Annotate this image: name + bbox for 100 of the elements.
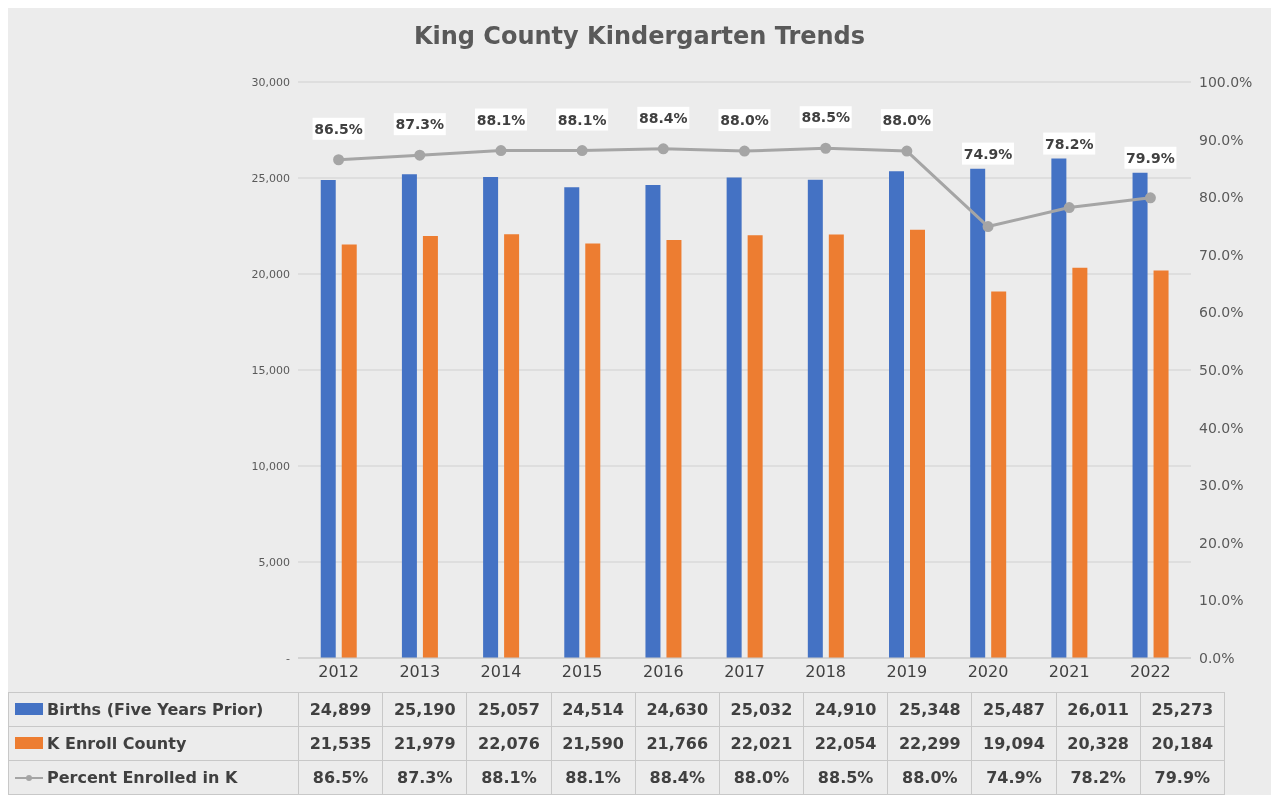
x-tick-label: 2013 [399,662,441,682]
bar [910,229,925,658]
bar [645,185,661,658]
bar [585,243,601,658]
data-label: 20,184 [1140,726,1225,761]
legend-label: Births (Five Years Prior) [8,692,299,727]
y-tick-label: 10,000 [251,459,290,473]
point [1144,192,1156,204]
data-label: 21,979 [382,726,467,761]
bar [666,240,682,658]
point [333,154,345,166]
text: 88.5% [801,109,850,126]
bar [1153,270,1169,658]
data-label: 24,514 [551,692,636,727]
data-label: 24,630 [635,692,720,727]
data-label: 25,190 [382,692,467,727]
data-label: 88.5% [803,760,888,795]
data-label: 25,032 [719,692,804,727]
data-label: 25,273 [1140,692,1225,727]
x-tick-label: 2019 [886,662,928,682]
data-label: 24,910 [803,692,888,727]
data-label: 79.9% [1140,760,1225,795]
data-label: 21,535 [298,726,383,761]
y2-tick-label: 80.0% [1199,189,1244,206]
point [657,143,669,155]
x-tick-label: 2017 [724,662,765,682]
x-tick-label: 2018 [805,662,847,682]
bar [320,179,336,658]
point [901,145,913,157]
y2-tick-label: 30.0% [1199,477,1244,494]
data-label: 88.1% [466,760,552,795]
y-tick-label: 30,000 [251,75,290,89]
bar [970,168,986,658]
bar [1132,172,1148,658]
data-label: 22,054 [803,726,888,761]
point [495,145,507,157]
y2-tick-label: 70.0% [1199,246,1244,263]
x-tick-label: 2020 [967,662,1009,682]
text: 88.1% [557,111,607,128]
x-tick-label: 2022 [1130,662,1171,682]
y-tick-label: - [286,651,291,665]
bar [807,179,823,658]
data-label: 22,076 [466,726,552,761]
bar [504,234,520,658]
y2-tick-label: 20.0% [1199,534,1244,551]
data-label: 88.1% [551,760,636,795]
bar [828,234,844,658]
data-label: 19,094 [971,726,1057,761]
y-tick-label: 5,000 [258,555,290,569]
bar [1051,158,1067,658]
data-label: 25,348 [887,692,972,727]
text: 74.9% [963,145,1013,162]
x-tick-label: 2012 [318,662,359,682]
x-tick-label: 2016 [642,662,684,682]
point [739,145,750,157]
y2-tick-label: 100.0% [1199,73,1253,90]
data-label: 25,057 [466,692,552,727]
data-label: 86.5% [298,760,383,795]
point [1063,202,1075,214]
text: 86.5% [314,120,363,137]
y2-tick-label: 10.0% [1199,592,1244,609]
x-tick-label: 2021 [1048,662,1090,682]
text: 78.2% [1044,135,1094,152]
text: 87.3% [395,116,445,133]
bar [1072,267,1088,658]
bar [483,176,499,658]
y-tick-label: 15,000 [251,363,290,377]
y2-tick-label: 50.0% [1199,361,1244,378]
legend-label: K Enroll County [8,726,299,761]
data-label: 74.9% [971,760,1057,795]
y-tick-label: 25,000 [251,171,290,185]
text: 88.0% [882,112,932,129]
data-label: 25,487 [971,692,1057,727]
text: 88.4% [639,109,688,126]
bar [991,291,1007,658]
data-label: 21,590 [551,726,636,761]
data-label: 26,011 [1056,692,1141,727]
point [576,145,588,157]
text: 88.1% [476,111,526,128]
data-label: 22,299 [887,726,972,761]
bar [422,236,438,658]
bar [401,174,417,658]
data-label: 88.0% [719,760,804,795]
y2-tick-label: 60.0% [1199,304,1244,321]
data-label: 22,021 [719,726,804,761]
chart-title: King County Kindergarten Trends [412,21,867,52]
x-tick-label: 2014 [480,662,522,682]
y2-tick-label: 90.0% [1199,131,1244,148]
y-tick-label: 20,000 [251,267,290,281]
bar [564,187,580,658]
data-label: 87.3% [382,760,467,795]
x-tick-label: 2015 [561,662,603,682]
text: 88.0% [720,112,769,129]
data-label: 88.0% [887,760,972,795]
point [414,149,426,161]
text: 79.9% [1126,149,1175,166]
bar [889,171,904,658]
data-label: 24,899 [298,692,383,727]
data-label: 20,328 [1056,726,1141,761]
data-label: 21,766 [635,726,720,761]
